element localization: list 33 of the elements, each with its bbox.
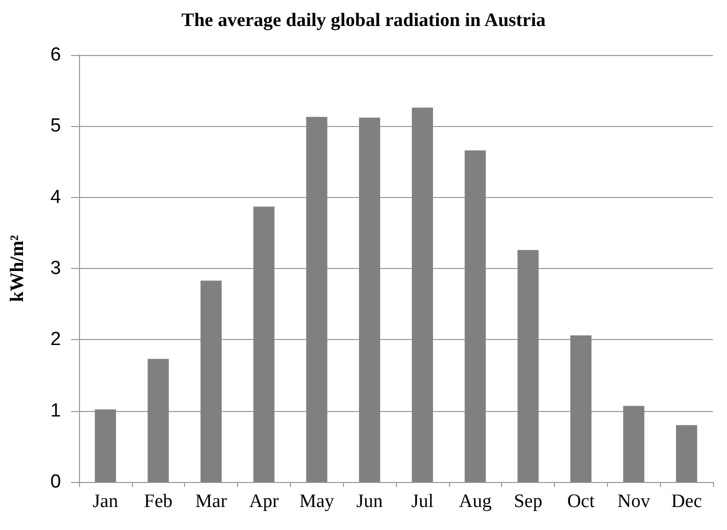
x-tick-label: Jan (92, 491, 119, 512)
x-tick-label: Sep (514, 491, 542, 512)
y-axis-title: kWh/m² (7, 234, 28, 302)
x-tick-label: Nov (617, 491, 651, 512)
bar (623, 406, 644, 482)
x-tick-label: Aug (458, 491, 492, 512)
x-tick-label: Feb (144, 491, 172, 512)
x-tick-label: Dec (671, 491, 702, 512)
y-tick-label: 3 (50, 258, 61, 279)
chart-title: The average daily global radiation in Austria (181, 10, 546, 31)
x-tick-label: Apr (249, 491, 280, 512)
bar (306, 116, 328, 482)
bar (253, 206, 274, 482)
bar (94, 409, 116, 482)
bar (200, 280, 222, 482)
bar (148, 358, 169, 482)
bar (570, 335, 592, 482)
x-tick-label: Jul (411, 491, 434, 512)
bar (676, 425, 698, 482)
y-tick-label: 2 (50, 329, 61, 350)
y-tick-label: 6 (50, 44, 61, 66)
y-tick-label: 5 (50, 116, 61, 137)
y-tick-label: 1 (50, 400, 61, 422)
x-tick-label: May (299, 491, 335, 512)
y-tick-label: 4 (50, 186, 62, 208)
bar (518, 250, 539, 482)
x-tick-label: Jun (356, 491, 384, 512)
bar (464, 150, 486, 482)
x-tick-label: Mar (195, 491, 228, 512)
bar (412, 108, 433, 482)
x-tick-label: Oct (567, 491, 596, 512)
y-tick-label: 0 (50, 472, 61, 492)
bar (359, 118, 380, 482)
